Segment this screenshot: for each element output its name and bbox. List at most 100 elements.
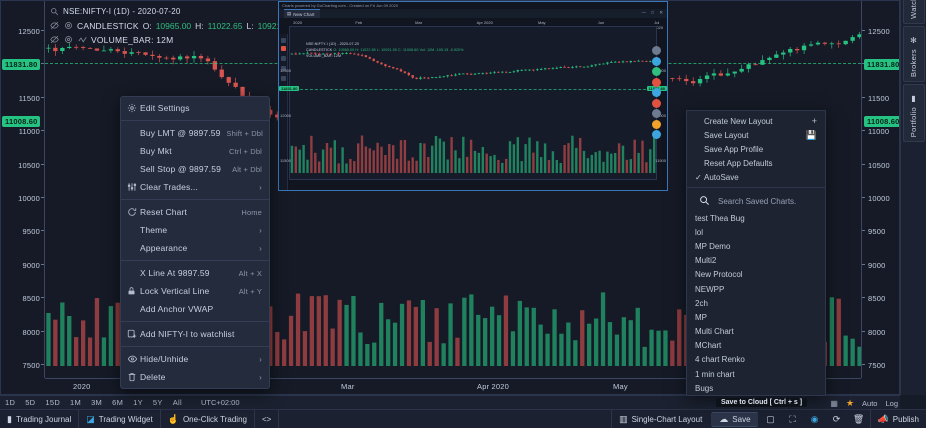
timeframe-buttons[interactable]: 1D 5D 15D 1M 3M 6M 1Y 5Y All — [0, 398, 187, 407]
rail-tab-portfolio[interactable]: Portfolio ▮ — [902, 84, 925, 142]
rail-tab-watchlist[interactable]: Watchlist▤ — [902, 0, 925, 24]
trading-journal-button[interactable]: ▮ Trading Journal — [0, 409, 80, 428]
square-icon[interactable]: ▢ — [766, 414, 775, 424]
layout-action-save-app-profile[interactable]: Save App Profile — [687, 142, 825, 156]
saved-chart-item-3[interactable]: Multi2 — [695, 256, 717, 266]
saved-chart-item-0[interactable]: test Thea Bug — [695, 213, 745, 223]
floating-window-tabbar[interactable]: ▤ New Chart — □ ✕ — [279, 9, 667, 18]
price-badge-last[interactable]: 11008.60 — [2, 116, 41, 127]
timeframe-button-all[interactable]: All — [172, 398, 182, 407]
wave-icon[interactable] — [77, 35, 87, 45]
single-chart-layout-button[interactable]: ▥ Single-Chart Layout — [611, 410, 709, 428]
floating-tool-dot-7[interactable] — [651, 119, 661, 129]
price-badge-last[interactable]: 11008.60 — [864, 116, 899, 127]
floating-tool-dot-6[interactable] — [651, 109, 661, 118]
context-menu-item-clear-trades[interactable]: Clear Trades... › — [121, 178, 269, 196]
context-menu-item-buy-lmt-9897-59[interactable]: Buy LMT @ 9897.59 Shift + Dbl — [121, 124, 269, 142]
chart-context-menu[interactable]: Edit Settings Buy LMT @ 9897.59 Shift + Db… — [120, 96, 270, 389]
layout-action-create-new-layout[interactable]: Create New Layout + — [687, 114, 825, 128]
saved-chart-item-2[interactable]: MP Demo — [695, 241, 731, 251]
legend-symbol-row[interactable]: NSE:NIFTY-I (1D) - 2020-07-20 — [49, 5, 340, 18]
eye-off-icon[interactable] — [49, 21, 59, 31]
status-bar[interactable]: ▮ Trading Journal ◪ Trading Widget ☝ One… — [0, 409, 926, 428]
context-menu-item-lock-vertical-line[interactable]: Lock Vertical Line Alt + Y — [121, 282, 269, 300]
price-axis-left[interactable]: 1250012000115001100010500100009500900085… — [1, 1, 45, 378]
code-toggle-button[interactable]: <> — [255, 409, 280, 428]
floating-tool-dot-1[interactable] — [651, 56, 661, 66]
context-menu-item-appearance[interactable]: Appearance › — [121, 239, 269, 257]
context-menu-item-theme[interactable]: Theme › — [121, 221, 269, 239]
plus-icon[interactable]: + — [811, 116, 817, 126]
layouts-menu[interactable]: Create New Layout + Save Layout 💾 Save App P… — [686, 110, 826, 397]
scale-controls[interactable]: ▦ ★ Auto Log — [830, 396, 898, 410]
saved-chart-item-4[interactable]: New Protocol — [695, 270, 743, 280]
floating-window-tab[interactable]: ▤ New Chart — [284, 9, 320, 18]
context-menu-item-delete[interactable]: Delete › — [121, 368, 269, 386]
floating-chart-plot[interactable]: NSE:NIFTY-I (1D) - 2020-07-20 CANDLESTIC… — [289, 26, 657, 180]
tool-dot-5[interactable] — [281, 76, 286, 81]
floating-tool-dot-0[interactable] — [651, 46, 661, 55]
layout-action-autosave[interactable]: ✓ AutoSave — [687, 170, 825, 184]
gear-icon-volume[interactable] — [63, 35, 73, 45]
publish-button[interactable]: 📣 Publish — [869, 410, 926, 428]
tool-dot-2[interactable] — [281, 46, 286, 51]
floating-tool-dot-3[interactable] — [651, 77, 661, 87]
floating-toolbar-left[interactable] — [279, 34, 288, 190]
magnifier-icon[interactable] — [49, 7, 59, 17]
saved-chart-item-1[interactable]: lol — [695, 227, 704, 237]
tool-dot-3[interactable] — [281, 56, 286, 61]
tool-dot-1[interactable] — [281, 38, 286, 43]
status-bar-right[interactable]: ▥ Single-Chart Layout ☁ Save ▢ ⛶ ◉ ⟳ 🗑 📣… — [611, 410, 926, 428]
price-badge-high[interactable]: 11831.80 — [864, 59, 899, 70]
price-badge-high[interactable]: 11831.80 — [2, 59, 41, 70]
timezone-label[interactable]: UTC+02:00 — [200, 398, 240, 407]
timeframe-bar[interactable]: 1D 5D 15D 1M 3M 6M 1Y 5Y All UTC+02:00 ▦ ★ Auto … — [0, 395, 900, 409]
context-menu-item-sell-stop-9897-59[interactable]: Sell Stop @ 9897.59 Alt + Dbl — [121, 160, 269, 178]
eye-off-icon-volume[interactable] — [49, 35, 59, 45]
context-menu-item-x-line-at-9897-59[interactable]: X Line At 9897.59 Alt + X — [121, 264, 269, 282]
layout-action-save-layout[interactable]: Save Layout 💾 — [687, 128, 825, 142]
timeframe-button-1y[interactable]: 1Y — [133, 398, 143, 407]
right-sidebar-rail[interactable]: Watchlist▤ Brokers ✻ Portfolio ▮ — [900, 0, 926, 395]
floating-tool-dot-2[interactable] — [651, 67, 661, 76]
price-axis-right[interactable]: 1250012000115001100010500100009500900085… — [861, 1, 899, 378]
saved-chart-item-5[interactable]: NEWPP — [695, 284, 725, 294]
timeframe-button-1d[interactable]: 1D — [5, 398, 16, 407]
one-click-trading-button[interactable]: ☝ One-Click Trading — [161, 409, 255, 428]
window-buttons[interactable]: — □ ✕ — [641, 10, 665, 15]
grid-icon[interactable]: ▦ — [830, 398, 838, 408]
floating-color-toolbar[interactable] — [645, 46, 667, 139]
save-button[interactable]: ☁ Save — [711, 412, 758, 427]
timeframe-button-3m[interactable]: 3M — [91, 398, 103, 407]
context-menu-item-buy-mkt[interactable]: Buy Mkt Ctrl + Dbl — [121, 142, 269, 160]
timeframe-button-5y[interactable]: 5Y — [152, 398, 163, 407]
saved-chart-item-7[interactable]: MP — [695, 312, 707, 322]
trading-widget-button[interactable]: ◪ Trading Widget — [79, 409, 161, 428]
floating-tool-dot-8[interactable] — [651, 130, 661, 139]
context-menu-item-reset-chart[interactable]: Reset Chart Home — [121, 203, 269, 221]
fullscreen-icon[interactable]: ⛶ — [789, 414, 796, 424]
star-icon[interactable]: ★ — [845, 397, 855, 408]
saved-chart-item-10[interactable]: 4 chart Renko — [695, 355, 745, 365]
trash-icon[interactable]: 🗑 — [852, 414, 865, 424]
search-saved-charts-row[interactable]: Search Saved Charts. — [687, 191, 825, 211]
context-menu-item-edit-settings[interactable]: Edit Settings — [121, 99, 269, 117]
saved-chart-item-12[interactable]: Bugs — [695, 383, 714, 393]
context-menu-item-hide-unhide[interactable]: Hide/Unhide › — [121, 350, 269, 368]
saved-chart-item-8[interactable]: Multi Chart — [695, 327, 734, 337]
floating-chart-window[interactable]: Charts powered by GoCharting.com - Creat… — [278, 1, 668, 191]
floating-tool-dot-4[interactable] — [651, 88, 661, 97]
context-menu-item-add-nifty-i-to-watchlist[interactable]: Add NIFTY-I to watchlist — [121, 325, 269, 343]
tool-dot-4[interactable] — [281, 66, 286, 71]
timeframe-button-1m[interactable]: 1M — [70, 398, 82, 407]
layout-action-reset-app-defaults[interactable]: Reset App Defaults — [687, 156, 825, 170]
context-menu-item-add-anchor-vwap[interactable]: Add Anchor VWAP — [121, 300, 269, 318]
refresh-icon[interactable]: ⟳ — [832, 414, 841, 424]
gear-icon[interactable] — [63, 21, 73, 31]
rail-tab-brokers[interactable]: Brokers ✻ — [902, 26, 925, 82]
saved-chart-item-11[interactable]: 1 min chart — [695, 369, 735, 379]
globe-icon[interactable]: ◉ — [810, 414, 819, 424]
log-scale-button[interactable]: Log — [885, 398, 898, 408]
saved-chart-item-6[interactable]: 2ch — [695, 298, 708, 308]
timeframe-button-6m[interactable]: 6M — [112, 398, 124, 407]
